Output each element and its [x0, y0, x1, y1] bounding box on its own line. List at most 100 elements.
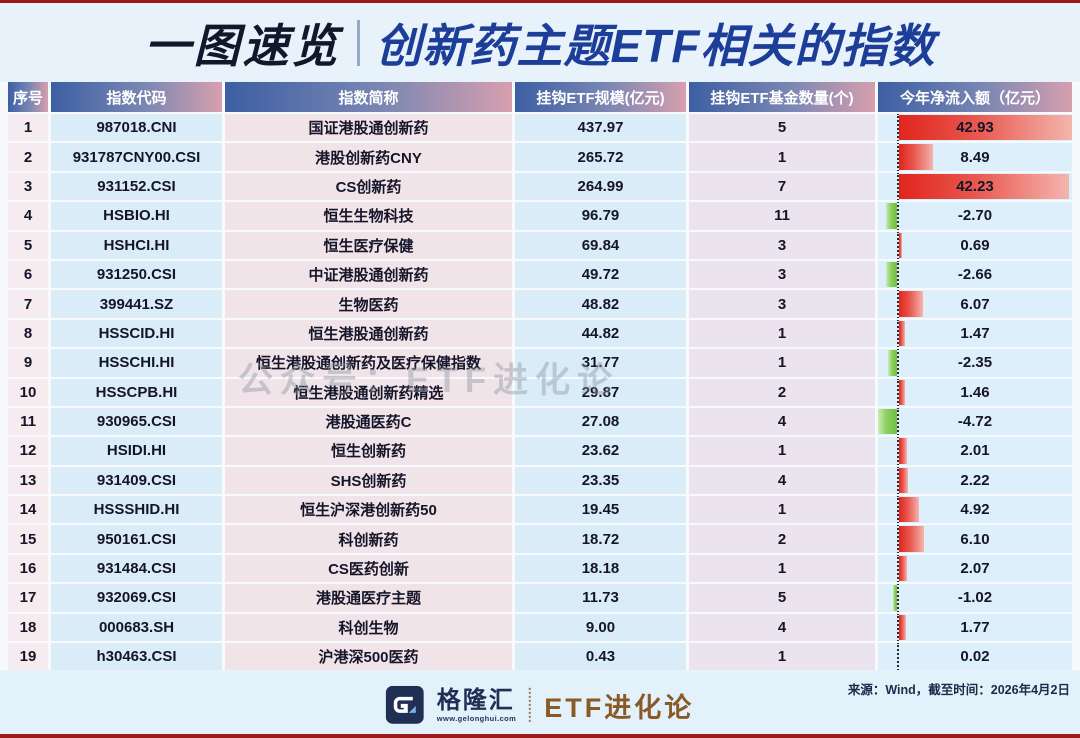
page-title: 创新药主题ETF相关的指数 — [375, 19, 936, 72]
row-number-cell: 15 — [8, 525, 48, 553]
etf-count-cell: 1 — [689, 643, 875, 671]
brand-name-block: 格隆汇 www.gelonghui.com — [436, 686, 517, 723]
row-number-cell: 5 — [8, 231, 48, 259]
index-name-cell: 港股通医疗主题 — [225, 584, 512, 612]
etf-count-cell: 3 — [689, 260, 875, 289]
net-inflow-cell: 0.69 — [878, 231, 1072, 259]
index-name-cell: 恒生创新药 — [225, 437, 512, 465]
net-inflow-value: 2.22 — [960, 471, 990, 489]
net-inflow-value: 2.07 — [960, 560, 990, 578]
index-code-cell: 950161.CSI — [51, 525, 222, 553]
net-inflow-bar — [899, 232, 902, 258]
index-code-cell: 000683.SH — [51, 613, 222, 642]
index-code-cell: 930965.CSI — [51, 407, 222, 436]
net-inflow-value: 1.46 — [960, 383, 990, 401]
zero-axis-line — [897, 407, 899, 436]
row-number-cell: 12 — [8, 437, 48, 465]
etf-count-cell: 4 — [689, 613, 875, 642]
net-inflow-value: 6.07 — [960, 295, 990, 313]
index-name-cell: 恒生港股通创新药及医疗保健指数 — [225, 349, 512, 377]
data-source-note: 来源：Wind，截至时间：2026年4月2日 — [847, 683, 1070, 698]
title-badge: 一图速览 — [144, 19, 341, 72]
etf-count-cell: 3 — [689, 290, 875, 318]
brand-name: 格隆汇 — [436, 686, 515, 714]
row-number-cell: 18 — [8, 613, 48, 642]
net-inflow-cell: -2.66 — [878, 260, 1072, 289]
index-code-cell: HSSCHI.HI — [51, 349, 222, 377]
etf-scale-cell: 69.84 — [515, 231, 686, 259]
net-inflow-cell: 1.77 — [878, 613, 1072, 642]
net-inflow-bar — [899, 614, 907, 641]
index-table: 序号 指数代码 指数简称 挂钩ETF规模(亿元) 挂钩ETF基金数量(个) 今年… — [0, 82, 1080, 671]
table-row: 18 000683.SH 科创生物 9.00 4 1.77 — [8, 613, 1072, 642]
index-code-cell: 931787CNY00.CSI — [51, 143, 222, 171]
brand-divider — [529, 688, 532, 723]
net-inflow-bar — [899, 320, 905, 347]
etf-count-cell: 2 — [689, 525, 875, 553]
net-inflow-cell: -4.72 — [878, 407, 1072, 436]
index-name-cell: 科创新药 — [225, 525, 512, 553]
title-bar: 一图速览 创新药主题ETF相关的指数 — [0, 3, 1080, 82]
zero-axis-line — [897, 349, 899, 377]
net-inflow-cell: 6.07 — [878, 290, 1072, 318]
index-name-cell: 恒生医疗保健 — [225, 231, 512, 259]
net-inflow-bar — [892, 585, 897, 611]
index-name-cell: 中证港股通创新药 — [225, 260, 512, 289]
table-row: 10 HSSCPB.HI 恒生港股通创新药精选 29.87 2 1.46 — [8, 378, 1072, 406]
column-header-count: 挂钩ETF基金数量(个) — [689, 82, 875, 112]
net-inflow-bar — [899, 438, 908, 464]
net-inflow-bar — [899, 555, 908, 582]
table-row: 11 930965.CSI 港股通医药C 27.08 4 -4.72 — [8, 407, 1072, 436]
etf-count-cell: 7 — [689, 172, 875, 201]
etf-scale-cell: 0.43 — [515, 643, 686, 671]
etf-scale-cell: 23.35 — [515, 466, 686, 495]
brand-url: www.gelonghui.com — [436, 713, 517, 723]
net-inflow-value: 0.69 — [960, 236, 990, 254]
etf-count-cell: 1 — [689, 143, 875, 171]
etf-count-cell: 1 — [689, 319, 875, 348]
row-number-cell: 9 — [8, 349, 48, 377]
net-inflow-cell: 0.02 — [878, 643, 1072, 671]
net-inflow-value: 8.49 — [960, 148, 990, 166]
index-code-cell: 931152.CSI — [51, 172, 222, 201]
net-inflow-value: 6.10 — [960, 530, 990, 548]
etf-count-cell: 1 — [689, 496, 875, 524]
table-row: 17 932069.CSI 港股通医疗主题 11.73 5 -1.02 — [8, 584, 1072, 612]
net-inflow-cell: -1.02 — [878, 584, 1072, 612]
zero-axis-line — [897, 613, 899, 642]
net-inflow-value: 4.92 — [960, 501, 990, 519]
table-row: 4 HSBIO.HI 恒生生物科技 96.79 11 -2.70 — [8, 202, 1072, 230]
table-row: 9 HSSCHI.HI 恒生港股通创新药及医疗保健指数 31.77 1 -2.3… — [8, 349, 1072, 377]
net-inflow-cell: -2.70 — [878, 202, 1072, 230]
net-inflow-bar — [899, 497, 919, 523]
index-name-cell: 恒生港股通创新药精选 — [225, 378, 512, 406]
net-inflow-bar — [899, 467, 908, 494]
row-number-cell: 2 — [8, 143, 48, 171]
zero-axis-line — [897, 378, 899, 406]
etf-scale-cell: 18.18 — [515, 554, 686, 583]
etf-scale-cell: 48.82 — [515, 290, 686, 318]
zero-axis-line — [897, 202, 899, 230]
index-name-cell: 沪港深500医药 — [225, 643, 512, 671]
net-inflow-value: 0.02 — [960, 648, 990, 666]
table-row: 8 HSSCID.HI 恒生港股通创新药 44.82 1 1.47 — [8, 319, 1072, 348]
column-header-code: 指数代码 — [51, 82, 222, 112]
table-row: 19 h30463.CSI 沪港深500医药 0.43 1 0.02 — [8, 643, 1072, 671]
net-inflow-bar — [899, 173, 1070, 200]
row-number-cell: 6 — [8, 260, 48, 289]
etf-scale-cell: 29.87 — [515, 378, 686, 406]
column-header-no: 序号 — [8, 82, 48, 112]
net-inflow-cell: 4.92 — [878, 496, 1072, 524]
zero-axis-line — [897, 319, 899, 348]
net-inflow-value: 2.01 — [960, 442, 990, 460]
net-inflow-bar — [886, 261, 897, 288]
title-separator — [356, 19, 360, 66]
net-inflow-value: -1.02 — [957, 589, 993, 607]
zero-axis-line — [897, 466, 899, 495]
table-row: 15 950161.CSI 科创新药 18.72 2 6.10 — [8, 525, 1072, 553]
table-row: 1 987018.CNI 国证港股通创新药 437.97 5 42.93 — [8, 114, 1072, 142]
index-code-cell: h30463.CSI — [51, 643, 222, 671]
table-row: 2 931787CNY00.CSI 港股创新药CNY 265.72 1 8.49 — [8, 143, 1072, 171]
footer: 来源：Wind，截至时间：2026年4月2日 格隆汇 www.gelonghui… — [0, 672, 1080, 734]
table-body: 1 987018.CNI 国证港股通创新药 437.97 5 42.93 2 9… — [8, 114, 1072, 671]
